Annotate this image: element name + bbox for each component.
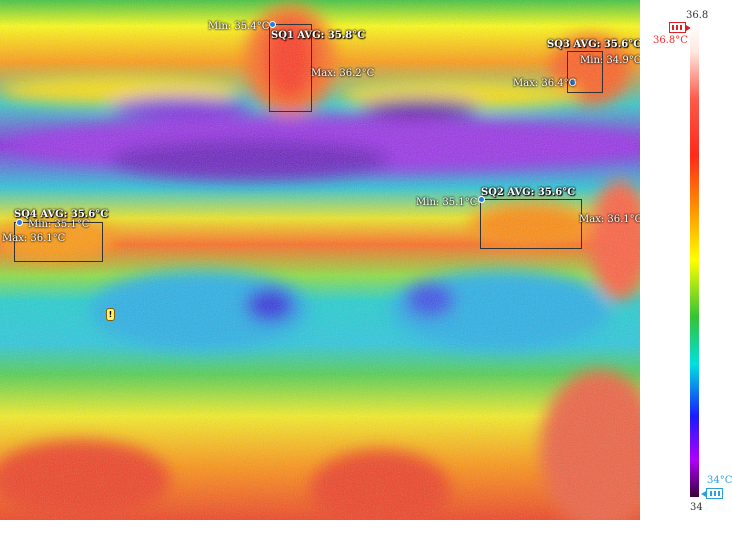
roi-sq1-min: Min: 35.4°C [208,21,270,32]
roi-sq2-max: Max: 36.1°C [579,214,640,225]
roi-sq2-min-marker [478,196,485,203]
low-marker-icon[interactable] [701,488,723,499]
thermal-image: Min: 35.4°C SQ1 AVG: 35.8°C Max: 36.2°C … [0,0,640,520]
roi-sq2-label: SQ2 AVG: 35.6°C [481,187,576,198]
scale-bottom-value: 34 [690,502,703,513]
roi-sq3-max: Max: 36.4°C [513,78,577,89]
roi-sq1-max: Max: 36.2°C [311,68,375,79]
roi-sq4-label: SQ4 AVG: 35.6°C [14,209,109,220]
scale-low-marker-label: 34°C [707,475,732,486]
roi-sq4-min-marker [16,219,23,226]
spot-marker-icon[interactable]: ! [106,308,115,321]
high-marker-icon[interactable] [669,22,691,33]
roi-sq3-box[interactable] [567,51,603,93]
roi-sq4-min: Min: 35.1°C [28,219,90,230]
roi-sq3-max-marker [569,79,576,86]
scale-high-marker-label: 36.8°C [653,35,688,46]
roi-sq4-max: Max: 36.1°C [2,233,66,244]
scale-top-value: 36.8 [686,10,709,21]
roi-sq1-label: SQ1 AVG: 35.8°C [271,30,366,41]
roi-sq4-box[interactable] [14,222,103,262]
roi-sq1-min-marker [269,21,276,28]
thermal-heatmap [0,0,640,520]
roi-sq3-min: Min: 34.9°C [580,55,640,66]
roi-sq3-label: SQ3 AVG: 35.6°C [547,39,640,50]
roi-sq2-box[interactable] [480,199,582,249]
roi-sq2-min: Min: 35.1°C [416,197,478,208]
roi-sq1-box[interactable] [269,24,312,112]
color-scale-bar [690,23,699,497]
